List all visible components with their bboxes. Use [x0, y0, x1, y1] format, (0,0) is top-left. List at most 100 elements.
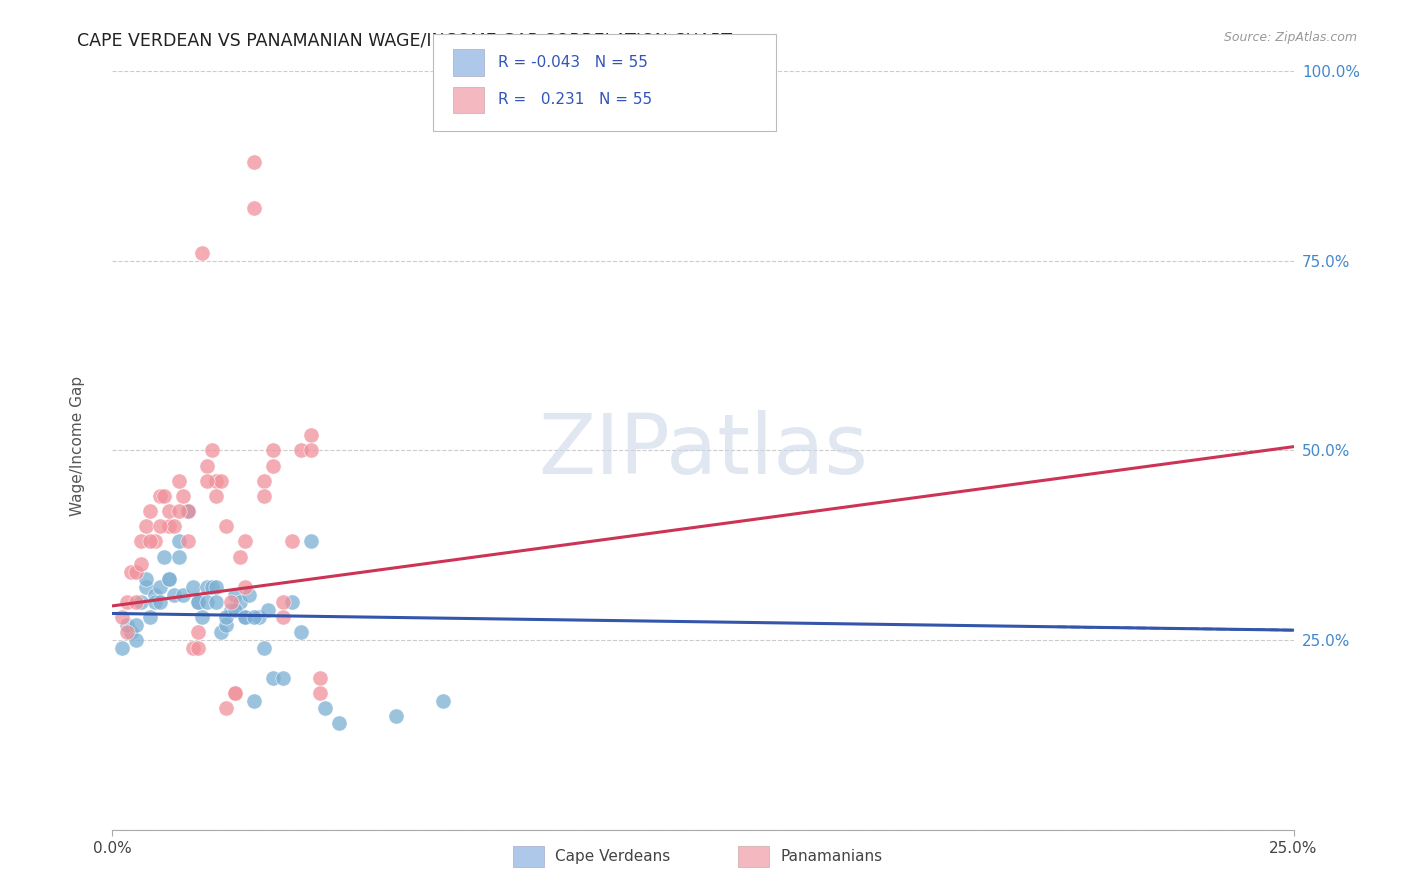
Point — [177, 504, 200, 518]
Point — [253, 489, 276, 503]
Point — [135, 580, 157, 594]
Point — [205, 474, 228, 488]
Point — [172, 588, 194, 602]
Point — [135, 519, 157, 533]
Point — [115, 625, 138, 640]
Point — [186, 625, 208, 640]
Point — [149, 489, 172, 503]
Point — [181, 580, 204, 594]
Point — [243, 694, 266, 708]
Point — [167, 549, 190, 564]
Point — [205, 580, 228, 594]
Point — [129, 557, 152, 572]
Point — [125, 565, 148, 579]
Point — [157, 573, 180, 587]
Point — [149, 519, 172, 533]
Point — [115, 617, 138, 632]
Point — [209, 625, 232, 640]
Point — [120, 565, 142, 579]
Point — [281, 595, 304, 609]
Point — [149, 595, 172, 609]
Point — [163, 519, 186, 533]
Point — [111, 610, 134, 624]
Point — [215, 617, 238, 632]
Point — [191, 610, 214, 624]
Point — [125, 595, 148, 609]
Point — [149, 580, 172, 594]
Point — [129, 595, 152, 609]
Point — [186, 595, 208, 609]
Point — [290, 625, 312, 640]
Point — [195, 474, 218, 488]
Point — [309, 671, 332, 685]
Point — [271, 671, 294, 685]
Point — [195, 580, 218, 594]
Point — [177, 504, 200, 518]
Point — [172, 489, 194, 503]
Point — [177, 504, 200, 518]
Point — [129, 534, 152, 549]
Point — [120, 625, 142, 640]
Point — [139, 610, 162, 624]
Point — [299, 443, 322, 458]
Point — [262, 458, 284, 473]
Point — [432, 694, 454, 708]
Point — [247, 610, 270, 624]
Point — [290, 443, 312, 458]
Point — [233, 610, 256, 624]
Point — [328, 716, 350, 731]
Point — [205, 489, 228, 503]
Text: ZIPatlas: ZIPatlas — [538, 410, 868, 491]
Point — [243, 610, 266, 624]
Point — [163, 588, 186, 602]
Point — [201, 580, 224, 594]
Point — [215, 610, 238, 624]
Point — [299, 428, 322, 442]
Point — [153, 489, 176, 503]
Point — [215, 701, 238, 715]
Point — [219, 595, 242, 609]
Point — [177, 534, 200, 549]
Point — [219, 603, 242, 617]
Point — [201, 443, 224, 458]
Point — [299, 534, 322, 549]
Point — [224, 603, 246, 617]
Point — [224, 686, 246, 700]
Point — [253, 640, 276, 655]
Text: Wage/Income Gap: Wage/Income Gap — [70, 376, 84, 516]
Point — [385, 708, 408, 723]
Point — [262, 443, 284, 458]
Point — [224, 686, 246, 700]
Point — [224, 588, 246, 602]
Point — [157, 519, 180, 533]
Point — [139, 534, 162, 549]
Point — [157, 573, 180, 587]
Text: R =   0.231   N = 55: R = 0.231 N = 55 — [498, 93, 652, 107]
Point — [205, 595, 228, 609]
Point — [215, 519, 238, 533]
Point — [143, 588, 166, 602]
Point — [209, 474, 232, 488]
Point — [281, 534, 304, 549]
Point — [262, 671, 284, 685]
Point — [111, 640, 134, 655]
Point — [271, 595, 294, 609]
Point — [233, 610, 256, 624]
Point — [181, 640, 204, 655]
Point — [135, 573, 157, 587]
Point — [125, 617, 148, 632]
Point — [186, 595, 208, 609]
Point — [153, 549, 176, 564]
Text: Source: ZipAtlas.com: Source: ZipAtlas.com — [1223, 31, 1357, 45]
Point — [139, 504, 162, 518]
Text: CAPE VERDEAN VS PANAMANIAN WAGE/INCOME GAP CORRELATION CHART: CAPE VERDEAN VS PANAMANIAN WAGE/INCOME G… — [77, 31, 733, 49]
Point — [125, 633, 148, 648]
Point — [233, 534, 256, 549]
Point — [229, 549, 252, 564]
Point — [115, 595, 138, 609]
Text: Cape Verdeans: Cape Verdeans — [555, 849, 671, 863]
Point — [157, 504, 180, 518]
Point — [309, 686, 332, 700]
Point — [143, 595, 166, 609]
Point — [257, 603, 280, 617]
